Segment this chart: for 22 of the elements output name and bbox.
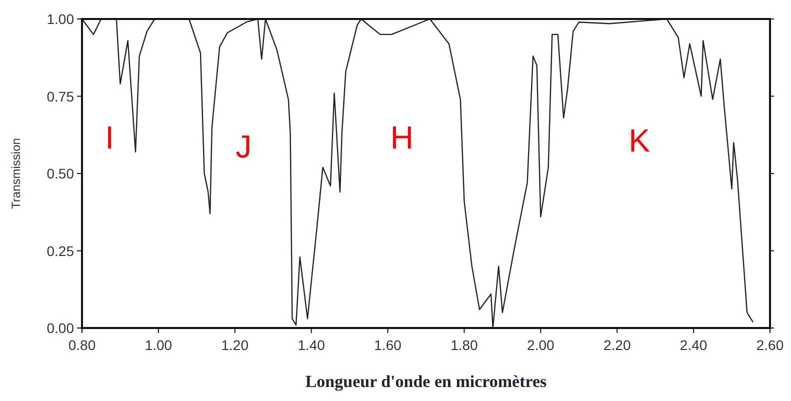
x-tick-label: 2.20	[603, 337, 631, 353]
annotation: K	[628, 122, 650, 159]
x-tick-label: 1.00	[144, 337, 172, 353]
y-tick-label: 0.50	[46, 166, 74, 182]
y-tick-label: 0.75	[46, 88, 74, 104]
x-tick-label: 1.40	[298, 337, 326, 353]
x-tick-label: 2.60	[756, 337, 784, 353]
x-axis-title: Longueur d'onde en micromètres	[305, 372, 548, 391]
annotation: I	[105, 119, 114, 156]
annotation: J	[236, 128, 252, 165]
line-series	[81, 18, 754, 329]
y-tick-label: 0.00	[46, 320, 74, 336]
x-tick-label: 2.00	[527, 337, 555, 353]
y-tick-label: 0.25	[46, 242, 74, 259]
y-tick-label: 1.00	[46, 11, 74, 27]
annotation: H	[390, 119, 414, 156]
x-tick-label: 1.20	[221, 337, 249, 353]
x-tick-label: 0.80	[68, 337, 96, 353]
x-tick-label: 2.40	[680, 337, 708, 353]
x-tick-label: 1.80	[450, 337, 478, 353]
x-tick-label: 1.60	[374, 337, 402, 353]
y-axis-title: Transmission	[9, 138, 23, 209]
